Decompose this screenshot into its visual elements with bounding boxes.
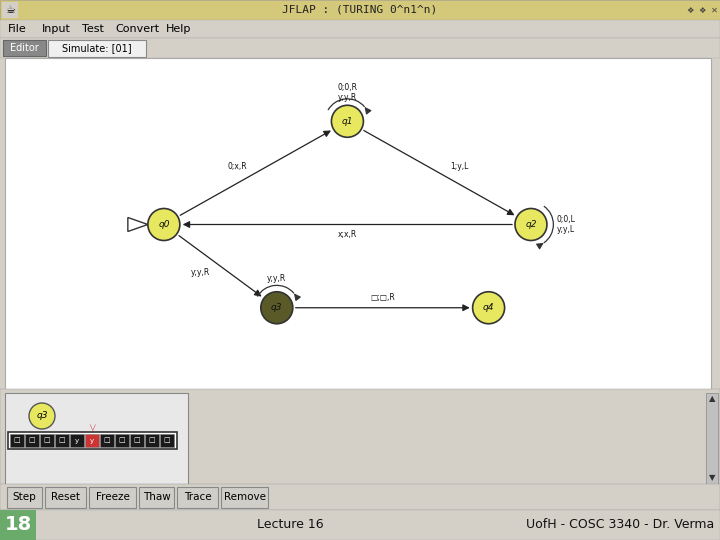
Text: ❖: ❖: [698, 5, 706, 15]
Text: q3: q3: [36, 411, 48, 421]
Text: y: y: [75, 437, 79, 443]
FancyBboxPatch shape: [25, 434, 39, 447]
Text: □: □: [149, 437, 156, 443]
Circle shape: [148, 208, 180, 240]
Text: □: □: [104, 437, 110, 443]
FancyBboxPatch shape: [40, 434, 54, 447]
Text: y;y,R: y;y,R: [267, 274, 287, 284]
FancyBboxPatch shape: [48, 40, 146, 57]
FancyBboxPatch shape: [139, 487, 174, 508]
Text: Remove: Remove: [224, 492, 266, 503]
Text: □: □: [59, 437, 66, 443]
Circle shape: [29, 403, 55, 429]
Text: x;x,R: x;x,R: [338, 230, 357, 239]
FancyBboxPatch shape: [55, 434, 69, 447]
FancyBboxPatch shape: [0, 485, 720, 487]
Text: Reset: Reset: [51, 492, 80, 503]
FancyBboxPatch shape: [0, 484, 720, 510]
Text: 1;y,L: 1;y,L: [450, 163, 469, 171]
Text: ╲╱: ╲╱: [89, 426, 95, 433]
Text: Trace: Trace: [184, 492, 212, 503]
Text: y: y: [90, 437, 94, 443]
Text: □: □: [44, 437, 50, 443]
Circle shape: [515, 208, 547, 240]
FancyBboxPatch shape: [85, 434, 99, 447]
Text: Thaw: Thaw: [143, 492, 171, 503]
FancyBboxPatch shape: [145, 434, 159, 447]
Circle shape: [472, 292, 505, 324]
Text: 0;0,L
y;y,L: 0;0,L y;y,L: [557, 215, 575, 234]
Text: ▼: ▼: [708, 474, 715, 483]
Circle shape: [261, 292, 293, 324]
FancyBboxPatch shape: [0, 510, 720, 540]
FancyBboxPatch shape: [5, 58, 711, 391]
FancyBboxPatch shape: [115, 434, 129, 447]
Text: □: □: [163, 437, 171, 443]
FancyBboxPatch shape: [7, 487, 42, 508]
FancyBboxPatch shape: [706, 393, 718, 484]
Text: 0;0,R
y;y,R: 0;0,R y;y,R: [338, 83, 357, 102]
Text: UofH - COSC 3340 - Dr. Verma: UofH - COSC 3340 - Dr. Verma: [526, 518, 714, 531]
Text: 18: 18: [4, 516, 32, 535]
Text: q2: q2: [525, 220, 536, 229]
Text: Help: Help: [166, 24, 192, 34]
Text: q1: q1: [342, 117, 353, 126]
Text: ▲: ▲: [708, 395, 715, 403]
FancyBboxPatch shape: [130, 434, 144, 447]
Text: q4: q4: [483, 303, 495, 312]
Text: Editor: Editor: [9, 43, 38, 53]
Text: Simulate: [01]: Simulate: [01]: [62, 43, 132, 53]
Text: □;□,R: □;□,R: [370, 293, 395, 302]
Text: Freeze: Freeze: [96, 492, 130, 503]
Text: 0;x,R: 0;x,R: [228, 163, 248, 171]
FancyBboxPatch shape: [5, 393, 188, 484]
FancyBboxPatch shape: [0, 38, 720, 58]
FancyBboxPatch shape: [177, 487, 218, 508]
Text: ❖: ❖: [686, 5, 694, 15]
Text: Lecture 16: Lecture 16: [257, 518, 323, 531]
Text: Step: Step: [13, 492, 37, 503]
FancyBboxPatch shape: [0, 20, 720, 38]
Text: q3: q3: [271, 303, 282, 312]
Text: ✕: ✕: [711, 5, 718, 15]
FancyBboxPatch shape: [160, 434, 174, 447]
FancyBboxPatch shape: [10, 434, 24, 447]
Text: □: □: [134, 437, 140, 443]
FancyBboxPatch shape: [2, 2, 18, 18]
FancyBboxPatch shape: [70, 434, 84, 447]
FancyBboxPatch shape: [0, 0, 720, 20]
Text: y;y,R: y;y,R: [191, 268, 210, 276]
Text: □: □: [29, 437, 35, 443]
Text: q0: q0: [158, 220, 170, 229]
Text: □: □: [119, 437, 125, 443]
FancyBboxPatch shape: [0, 510, 36, 540]
Text: File: File: [8, 24, 27, 34]
FancyBboxPatch shape: [3, 40, 46, 56]
FancyBboxPatch shape: [89, 487, 136, 508]
FancyBboxPatch shape: [100, 434, 114, 447]
Text: Test: Test: [81, 24, 104, 34]
Text: Convert: Convert: [115, 24, 160, 34]
FancyBboxPatch shape: [45, 487, 86, 508]
FancyBboxPatch shape: [8, 432, 177, 449]
FancyBboxPatch shape: [0, 389, 720, 486]
Text: Input: Input: [42, 24, 71, 34]
Text: □: □: [14, 437, 20, 443]
Circle shape: [331, 105, 364, 137]
Text: JFLAP : (TURING 0^n1^n): JFLAP : (TURING 0^n1^n): [282, 5, 438, 15]
FancyBboxPatch shape: [221, 487, 268, 508]
Text: ☕: ☕: [5, 5, 15, 15]
